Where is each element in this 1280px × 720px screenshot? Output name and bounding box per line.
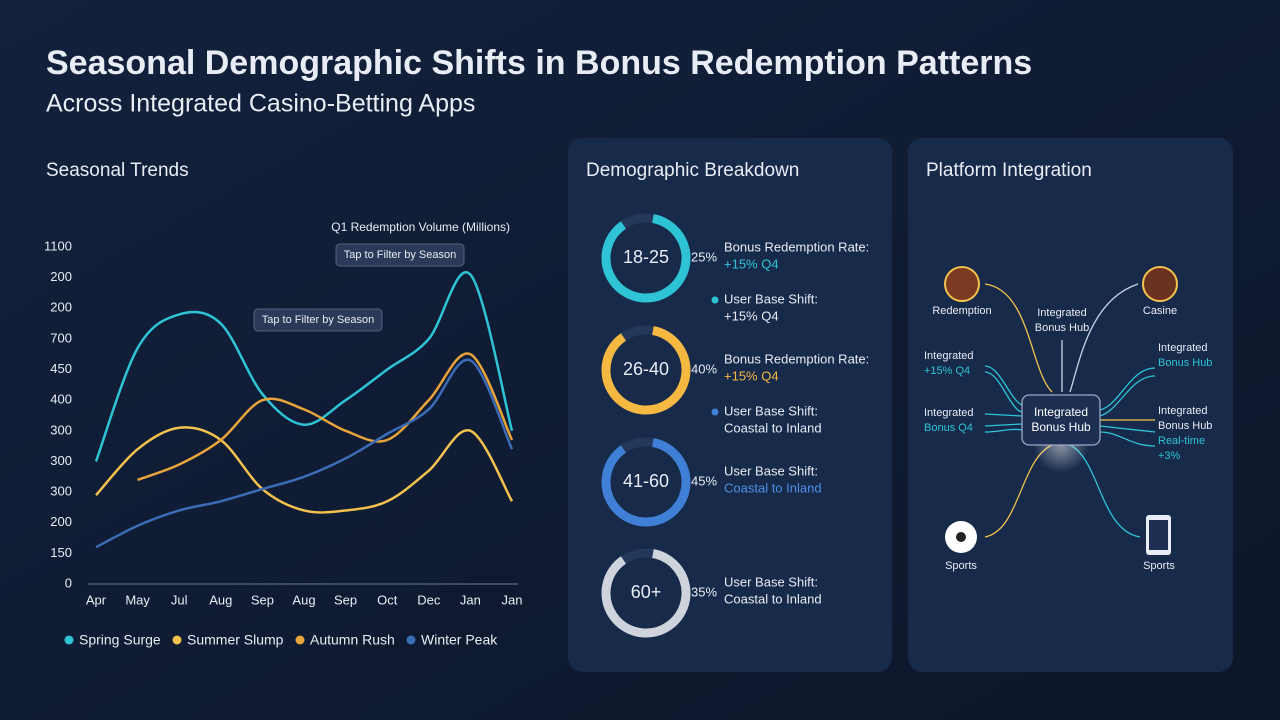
y-tick-label: 700 [50, 330, 72, 345]
legend-swatch [172, 635, 182, 645]
tooltip [253, 308, 383, 332]
y-tick-label: 300 [50, 422, 72, 437]
ring [601, 213, 691, 303]
legend-swatch [295, 635, 305, 645]
node-label: Bonus Hub [1035, 322, 1089, 334]
series-line [94, 271, 514, 462]
y-tick-label: 200 [50, 514, 72, 529]
ring [601, 437, 691, 527]
node-label: Integrated [1037, 307, 1087, 319]
legend-swatch [64, 635, 74, 645]
y-tick-label: 150 [50, 545, 72, 560]
ring-label: 18-25 [623, 247, 669, 267]
y-tick-label: 300 [50, 453, 72, 468]
node-label: Integrated [1158, 405, 1208, 417]
note: Coastal to Inland [724, 591, 822, 606]
legend-swatch [406, 635, 416, 645]
panel-title: Demographic Breakdown [586, 160, 799, 181]
node-label: +3% [1158, 450, 1181, 462]
tooltip [335, 243, 465, 267]
legend-label: Summer Slump [187, 632, 284, 648]
series-line [95, 426, 514, 514]
ring [601, 548, 691, 638]
legend-label: Autumn Rush [310, 632, 395, 648]
node-label: Bonus Q4 [924, 422, 973, 434]
x-tick-label: Apr [86, 592, 107, 607]
chart-title: Seasonal Trends [46, 160, 189, 181]
page-title: Seasonal Demographic Shifts in Bonus Red… [46, 44, 1032, 82]
note: +15% Q4 [724, 256, 779, 271]
share-label: 25% [691, 249, 717, 264]
legend-label: Spring Surge [79, 632, 161, 648]
node-label: Integrated [924, 350, 974, 362]
node-label: Bonus Hub [1158, 357, 1212, 369]
note: User Base Shift: [724, 463, 818, 478]
axis-note: Q1 Redemption Volume (Millions) [331, 220, 510, 234]
ring [601, 325, 691, 415]
series-line [137, 352, 514, 482]
y-tick-label: 1100 [44, 238, 72, 253]
y-tick-label: 300 [50, 484, 72, 499]
note: Coastal to Inland [724, 420, 822, 435]
y-tick-label: 400 [50, 392, 72, 407]
page-subtitle: Across Integrated Casino-Betting Apps [46, 90, 475, 118]
note: +15% Q4 [724, 368, 779, 383]
note: +15% Q4 [724, 308, 779, 323]
node-label: Real-time [1158, 435, 1205, 447]
hub-diagram [944, 266, 1178, 555]
node-label: Integrated [1158, 342, 1208, 354]
x-tick-label: Aug [292, 592, 315, 607]
series-line [95, 358, 514, 549]
ring-label: 41-60 [623, 471, 669, 491]
node-label: Bonus Hub [1158, 420, 1212, 432]
y-tick-label: 200 [50, 300, 72, 315]
node-label: Redemption [932, 305, 991, 317]
node-label: Integrated [1034, 405, 1088, 419]
node-label: Integrated [924, 407, 974, 419]
y-tick-label: 450 [50, 361, 72, 376]
x-tick-label: Sep [251, 592, 274, 607]
y-tick-label: 0 [65, 575, 72, 590]
share-label: 35% [691, 584, 717, 599]
x-tick-label: Jan [502, 592, 523, 607]
bullet [711, 296, 719, 304]
legend-label: Winter Peak [421, 632, 498, 648]
ring-label: 26-40 [623, 359, 669, 379]
x-tick-label: May [125, 592, 150, 607]
y-tick-label: 200 [50, 269, 72, 284]
x-tick-label: Aug [209, 592, 232, 607]
x-tick-label: Jan [460, 592, 481, 607]
node-label: +15% Q4 [924, 365, 970, 377]
x-tick-label: Dec [417, 592, 441, 607]
note: Bonus Redemption Rate: [724, 239, 869, 254]
node-label: Sports [945, 560, 977, 572]
ring-label: 60+ [631, 582, 662, 602]
x-tick-label: Jul [171, 592, 188, 607]
bullet [711, 408, 719, 416]
panel-title: Platform Integration [926, 160, 1092, 181]
node-label: Bonus Hub [1031, 420, 1091, 434]
node-label: Casine [1143, 305, 1177, 317]
note: User Base Shift: [724, 291, 818, 306]
share-label: 40% [691, 361, 717, 376]
note: Coastal to Inland [724, 480, 822, 495]
note: Bonus Redemption Rate: [724, 351, 869, 366]
tooltip-text: Tap to Filter by Season [344, 249, 457, 261]
note: User Base Shift: [724, 574, 818, 589]
tooltip-text: Tap to Filter by Season [262, 314, 375, 326]
share-label: 45% [691, 473, 717, 488]
panel [568, 138, 892, 672]
note: User Base Shift: [724, 403, 818, 418]
x-tick-label: Sep [334, 592, 357, 607]
node-label: Sports [1143, 560, 1175, 572]
x-tick-label: Oct [377, 592, 398, 607]
